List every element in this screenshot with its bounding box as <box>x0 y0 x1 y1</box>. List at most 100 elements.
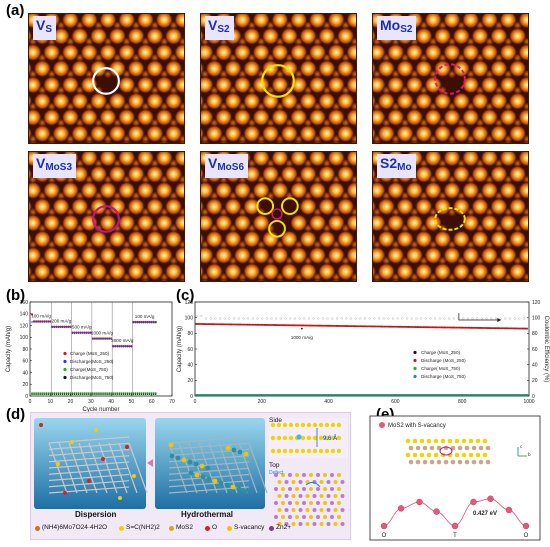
lattice-atom <box>274 487 278 491</box>
efficiency-point <box>373 317 376 320</box>
stm-image: VMoS3 <box>28 151 185 282</box>
crystal-atom <box>457 459 463 465</box>
efficiency-point <box>513 317 516 320</box>
lattice-atom <box>281 473 285 477</box>
diffusion-path <box>305 481 321 488</box>
sulfur-atom <box>312 435 318 441</box>
legend-marker <box>63 359 67 364</box>
discharge-point-750 <box>146 393 149 395</box>
lattice-atom <box>291 508 296 512</box>
sulfur-atom <box>324 435 330 441</box>
lattice-atom <box>316 473 320 477</box>
sulfur-atom <box>270 435 276 441</box>
panel-letter-c: (c) <box>176 287 195 304</box>
lattice-atom <box>319 508 324 512</box>
legend-entry: Charge(MoS_750) <box>70 367 108 372</box>
lattice-atom <box>305 522 310 526</box>
discharge-point <box>130 345 133 348</box>
lattice-atom <box>291 480 296 484</box>
lattice-atom <box>281 515 285 519</box>
efficiency-point <box>312 317 315 320</box>
zn-ion <box>296 434 302 440</box>
discharge-point-750 <box>39 393 41 395</box>
mos2-sheet-atom <box>230 484 236 490</box>
discharge-point-750 <box>136 393 139 395</box>
precursor-molecule <box>87 479 91 483</box>
discharge-point <box>102 338 104 340</box>
crystal-atom <box>447 438 453 444</box>
sulfur-atom <box>300 422 306 428</box>
discharge-point-750 <box>90 393 92 395</box>
lattice-atom <box>337 473 341 477</box>
sulfur-atom <box>294 448 300 454</box>
lattice-atom <box>274 501 278 505</box>
charge-point-750 <box>57 392 60 394</box>
rate-label: 1000 mA/g <box>91 330 114 335</box>
discharge-point-750 <box>100 393 102 395</box>
charge-point <box>30 313 34 316</box>
mos2-sheet-atom <box>237 449 243 455</box>
mesh-line <box>128 442 148 494</box>
x-axis-title: Cycle number <box>82 407 119 413</box>
lattice-atom <box>302 515 306 519</box>
lattice-atom <box>337 515 341 519</box>
charge-point-750 <box>39 392 42 394</box>
efficiency-point <box>326 317 329 320</box>
discharge-point <box>136 321 139 324</box>
charge-point-750 <box>91 392 94 394</box>
discharge-point-750 <box>92 393 94 395</box>
charge-point-750 <box>43 392 46 394</box>
sulfur-atom <box>330 422 336 428</box>
discharge-point <box>45 321 48 323</box>
process-arrow <box>147 459 153 467</box>
discharge-point <box>33 321 35 323</box>
mesh-line <box>48 486 130 494</box>
y-tick-label: 40 <box>187 362 193 368</box>
y-axis-title: Capacity (mAh/g) <box>177 326 183 372</box>
stm-label-main: S2 <box>380 155 398 171</box>
y-tick-label: 0 <box>25 394 28 400</box>
y-tick-label: 120 <box>20 323 29 329</box>
charge-point-750 <box>126 392 129 394</box>
lattice-atom <box>309 487 313 491</box>
sulfur-atom <box>318 422 324 428</box>
x-tick-label: 50 <box>129 399 135 405</box>
discharge-point <box>86 332 88 334</box>
crystal-atom <box>454 438 460 444</box>
schematic-drawing <box>34 418 348 526</box>
stm-label-main: V <box>208 155 218 171</box>
discharge-point-750 <box>49 393 51 395</box>
discharge-point <box>75 332 78 334</box>
stm-image: VS <box>28 13 185 144</box>
discharge-point-750 <box>104 393 106 395</box>
mos2-sheet-atom <box>205 465 211 471</box>
efficiency-point <box>466 317 469 320</box>
axis-pointer-arrow <box>458 312 498 321</box>
y-tick-label: 140 <box>20 312 29 318</box>
efficiency-point <box>349 317 353 320</box>
crystal-atom <box>408 445 414 451</box>
lattice-atom <box>298 508 303 512</box>
efficiency-point <box>303 317 306 320</box>
lattice-atom <box>284 508 289 512</box>
lattice-atom <box>281 501 285 505</box>
mesh-line <box>118 442 138 494</box>
axis-c-label: c <box>520 444 523 449</box>
sulfur-atom <box>330 448 336 454</box>
discharge-point <box>83 332 86 334</box>
stm-label-main: V <box>36 17 46 33</box>
charge-point-750 <box>55 392 58 394</box>
efficiency-point <box>485 317 488 320</box>
efficiency-point <box>504 317 507 320</box>
efficiency-point <box>494 317 498 320</box>
sulfur-atom <box>336 435 342 441</box>
legend-marker <box>63 351 67 356</box>
discharge-point <box>154 321 157 324</box>
mesh-line <box>168 442 250 450</box>
charge-point-750 <box>31 392 33 394</box>
mesh-line <box>168 486 250 494</box>
y-axis-title: Capacity (mAh/g) <box>6 326 12 372</box>
discharge-point <box>94 338 96 340</box>
y-tick-label: 0 <box>190 394 193 400</box>
dispersion-image <box>34 418 146 509</box>
